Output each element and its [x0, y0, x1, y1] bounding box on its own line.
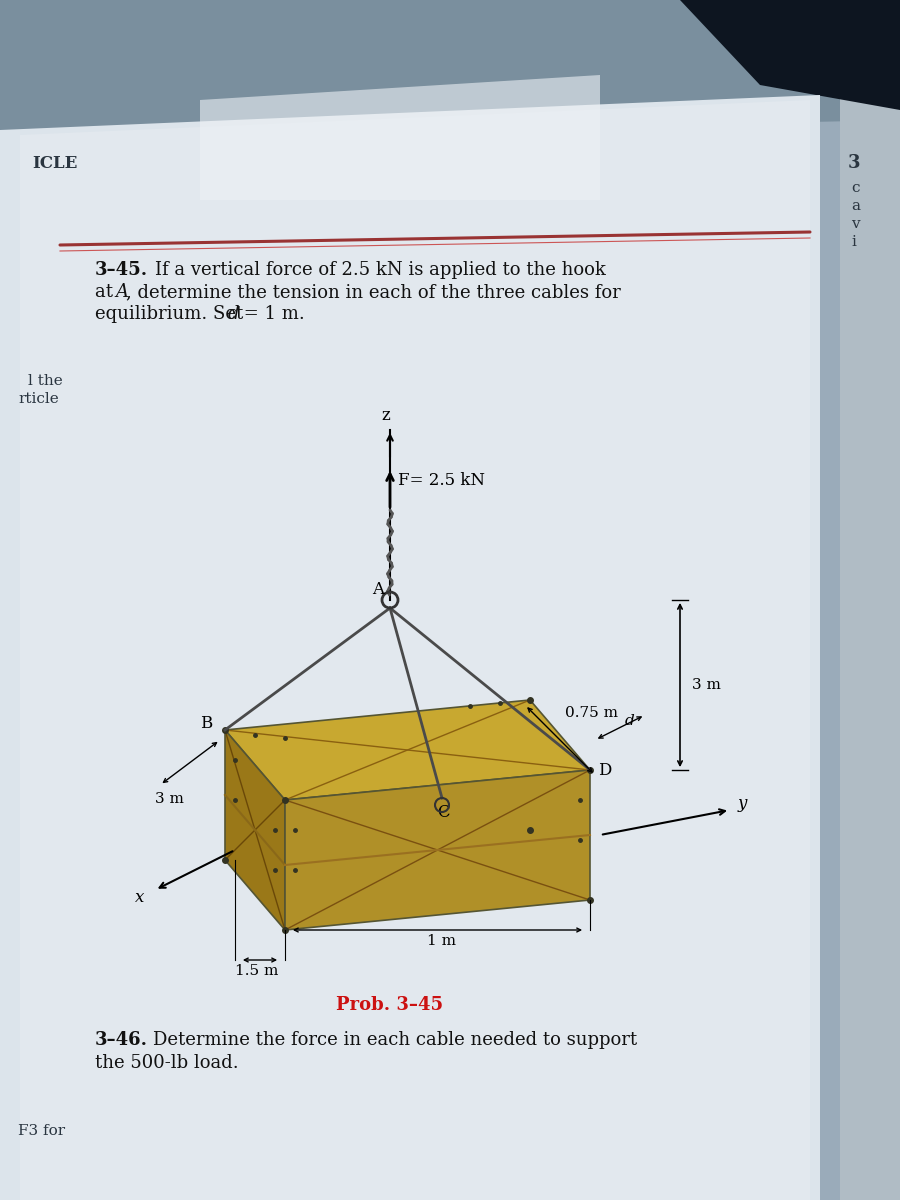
Text: B: B: [200, 715, 212, 732]
Text: 3 m: 3 m: [692, 678, 721, 692]
Text: d: d: [228, 305, 239, 323]
Polygon shape: [840, 0, 900, 1200]
Text: If a vertical force of 2.5 kN is applied to the hook: If a vertical force of 2.5 kN is applied…: [155, 260, 606, 278]
Text: z: z: [382, 407, 391, 424]
Text: ICLE: ICLE: [32, 155, 77, 172]
Text: d: d: [625, 714, 634, 728]
Polygon shape: [680, 0, 900, 110]
Text: the 500-lb load.: the 500-lb load.: [95, 1054, 238, 1072]
Text: equilibrium. Set: equilibrium. Set: [95, 305, 249, 323]
Text: 3–46.: 3–46.: [95, 1031, 148, 1049]
Text: v: v: [851, 217, 860, 230]
Text: Determine the force in each cable needed to support: Determine the force in each cable needed…: [153, 1031, 637, 1049]
Polygon shape: [0, 0, 900, 140]
Polygon shape: [0, 95, 820, 1200]
Text: D: D: [598, 762, 611, 779]
Text: a: a: [851, 199, 860, 214]
Text: 1.5 m: 1.5 m: [235, 964, 278, 978]
Text: C: C: [437, 804, 450, 821]
Text: Prob. 3–45: Prob. 3–45: [337, 996, 444, 1014]
Text: = 1 m.: = 1 m.: [238, 305, 305, 323]
Polygon shape: [20, 100, 810, 1200]
Text: F3 for: F3 for: [18, 1124, 65, 1138]
Polygon shape: [225, 730, 285, 930]
Text: at: at: [95, 283, 119, 301]
Text: F= 2.5 kN: F= 2.5 kN: [398, 472, 485, 490]
Text: 3: 3: [848, 154, 860, 172]
Text: 1 m: 1 m: [427, 934, 456, 948]
Polygon shape: [200, 74, 600, 200]
Text: , determine the tension in each of the three cables for: , determine the tension in each of the t…: [126, 283, 621, 301]
Text: l the: l the: [28, 374, 63, 388]
Text: rticle: rticle: [18, 392, 58, 406]
Text: 3–45.: 3–45.: [95, 260, 148, 278]
Text: c: c: [851, 181, 860, 194]
Text: A: A: [115, 283, 128, 301]
Polygon shape: [225, 700, 590, 800]
Text: x: x: [135, 889, 144, 906]
Text: 3 m: 3 m: [155, 792, 184, 806]
Polygon shape: [285, 770, 590, 930]
Text: 0.75 m: 0.75 m: [565, 706, 618, 720]
Text: A: A: [372, 581, 384, 598]
Text: i: i: [851, 235, 856, 248]
Text: y: y: [738, 794, 747, 812]
